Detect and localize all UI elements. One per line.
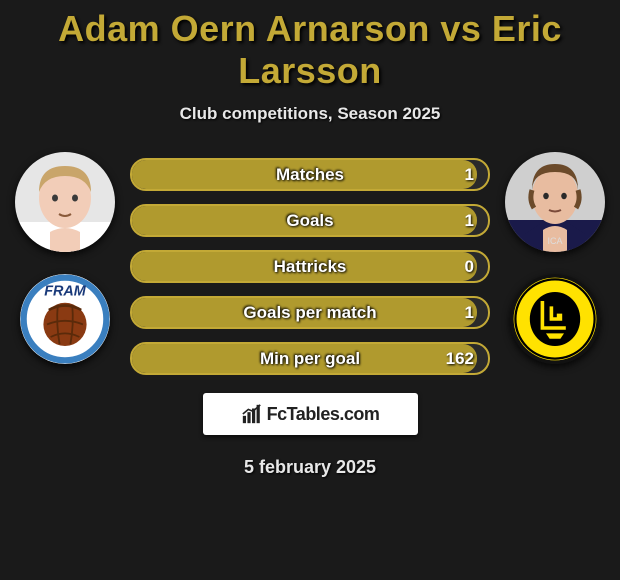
stat-bar-label: Goals per match xyxy=(132,303,488,323)
chart-icon xyxy=(241,403,263,425)
stat-bar-min-per-goal: Min per goal 162 xyxy=(130,342,490,375)
stat-bar-value: 1 xyxy=(465,165,474,185)
brand-badge: FcTables.com xyxy=(203,393,418,435)
stat-bar-goals-per-match: Goals per match 1 xyxy=(130,296,490,329)
player-left-column: FRAM xyxy=(10,152,120,364)
stat-bar-label: Goals xyxy=(132,211,488,231)
stat-bar-value: 162 xyxy=(446,349,474,369)
player-right-avatar: ICA xyxy=(505,152,605,252)
stat-bar-value: 1 xyxy=(465,303,474,323)
subtitle: Club competitions, Season 2025 xyxy=(180,104,441,124)
stat-bar-value: 1 xyxy=(465,211,474,231)
stat-bars: Matches 1 Goals 1 Hattricks 0 Goals per … xyxy=(120,152,500,375)
stat-bar-label: Hattricks xyxy=(132,257,488,277)
stat-bar-goals: Goals 1 xyxy=(130,204,490,237)
club-right-logo xyxy=(510,274,600,364)
stat-bar-label: Min per goal xyxy=(132,349,488,369)
stat-bar-hattricks: Hattricks 0 xyxy=(130,250,490,283)
player-left-avatar xyxy=(15,152,115,252)
stat-bar-value: 0 xyxy=(465,257,474,277)
comparison-panel: FRAM Matches 1 Goals 1 Hattricks 0 xyxy=(0,152,620,375)
date-text: 5 february 2025 xyxy=(244,457,376,478)
club-left-text: FRAM xyxy=(44,284,87,300)
page-title: Adam Oern Arnarson vs Eric Larsson xyxy=(0,8,620,92)
brand-text: FcTables.com xyxy=(267,404,380,425)
club-left-logo: FRAM xyxy=(20,274,110,364)
stat-bar-label: Matches xyxy=(132,165,488,185)
svg-text:ICA: ICA xyxy=(547,236,562,246)
player-right-column: ICA xyxy=(500,152,610,364)
stat-bar-matches: Matches 1 xyxy=(130,158,490,191)
